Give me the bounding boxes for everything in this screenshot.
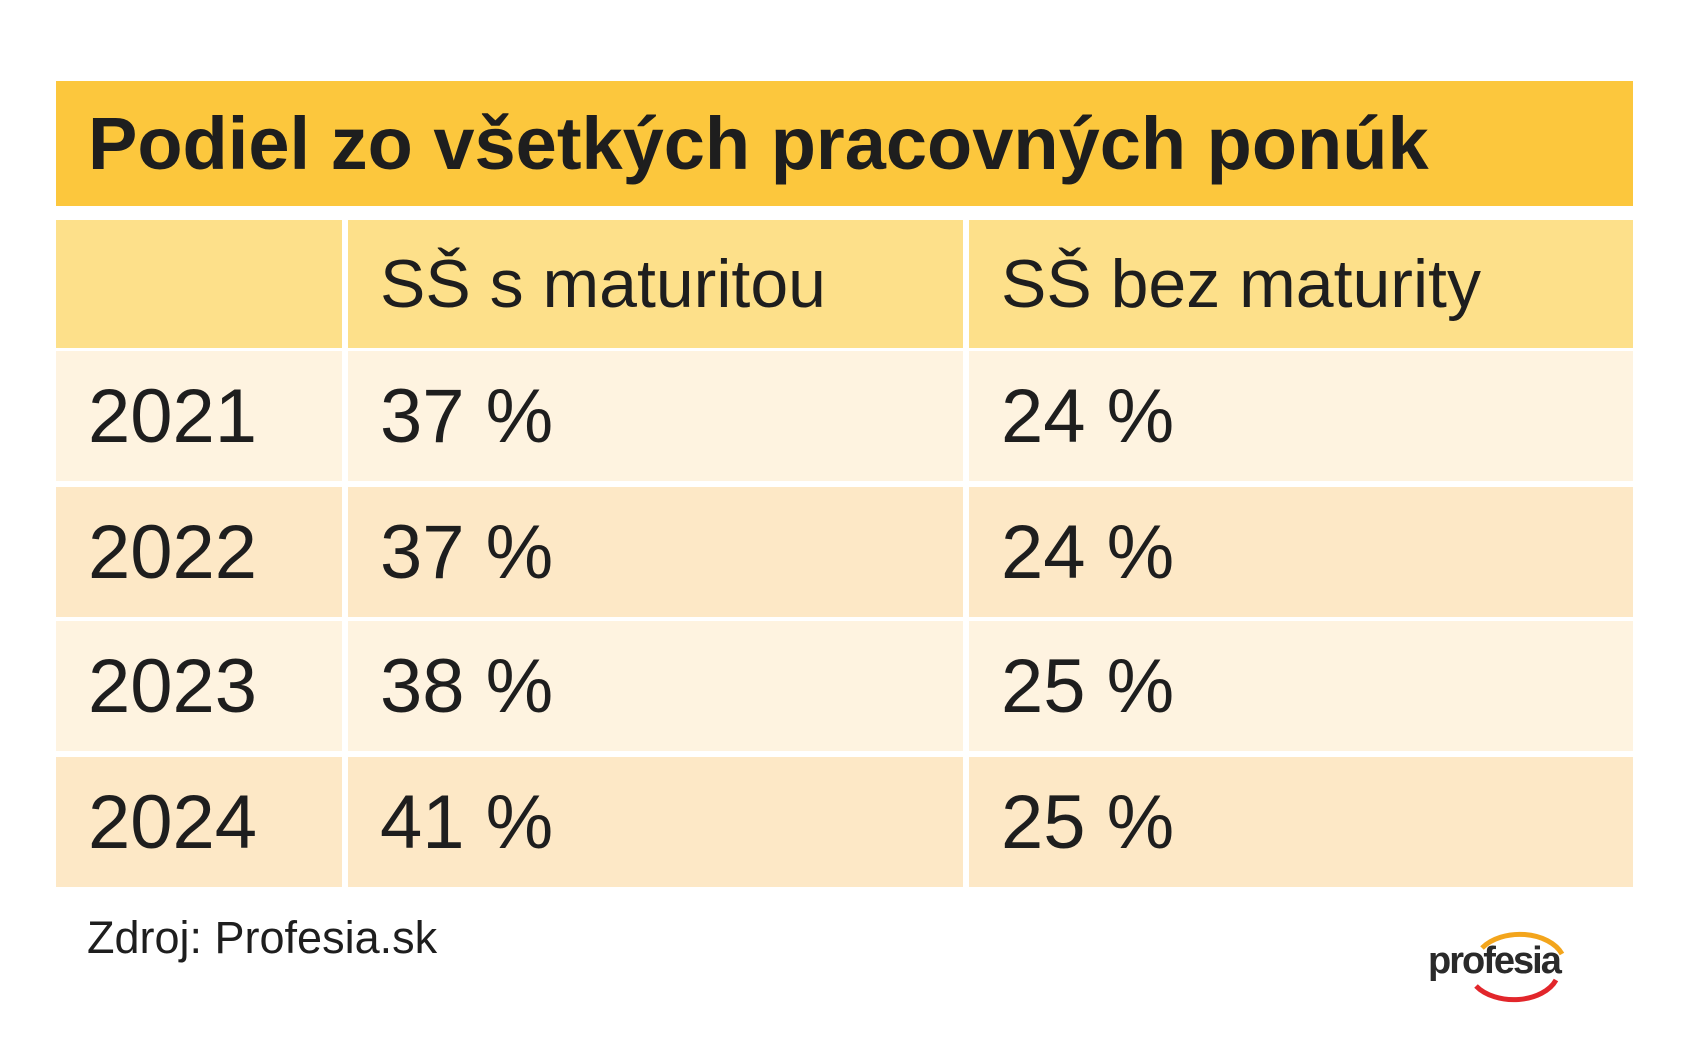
source-note: Zdroj: Profesia.sk xyxy=(87,912,438,963)
column-header xyxy=(56,220,342,348)
table-cell: 38 % xyxy=(348,621,963,751)
logo-graphic xyxy=(1474,931,1565,1003)
table-cell: 24 % xyxy=(969,351,1633,481)
table-cell: 24 % xyxy=(969,487,1633,617)
logo-arc-top xyxy=(1480,931,1565,956)
column-header: SŠ s maturitou xyxy=(348,220,963,348)
row-label: 2023 xyxy=(56,621,342,751)
logo: profesia xyxy=(1420,920,1570,1020)
logo-arc-bottom xyxy=(1474,978,1559,1003)
table-cell: 25 % xyxy=(969,757,1633,887)
table-cell: 25 % xyxy=(969,621,1633,751)
table-cell: 41 % xyxy=(348,757,963,887)
row-label: 2021 xyxy=(56,351,342,481)
row-label: 2024 xyxy=(56,757,342,887)
column-header: SŠ bez maturity xyxy=(969,220,1633,348)
table-title: Podiel zo všetkých pracovných ponúk xyxy=(56,81,1633,206)
row-label: 2022 xyxy=(56,487,342,617)
logo-text: profesia xyxy=(1428,940,1562,982)
table-cell: 37 % xyxy=(348,351,963,481)
table-cell: 37 % xyxy=(348,487,963,617)
